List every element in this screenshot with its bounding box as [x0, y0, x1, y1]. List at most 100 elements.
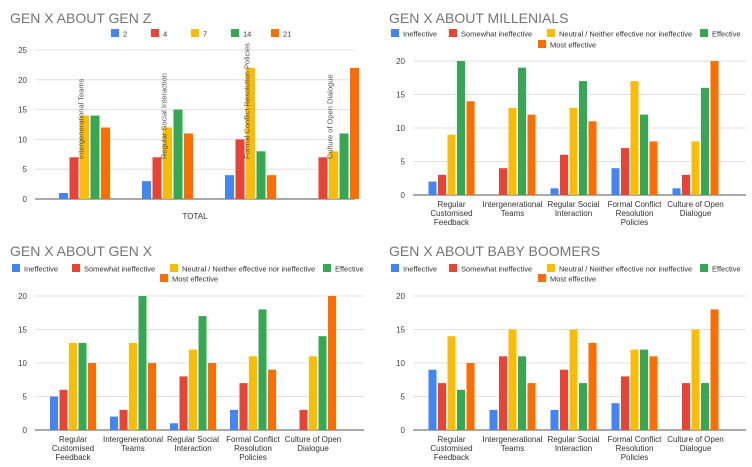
- chart-title: GEN X ABOUT MILLENIALS: [389, 10, 568, 26]
- legend-item: Neutral / Neither effective nor ineffect…: [547, 264, 692, 274]
- x-tick-label: Formal Conflict Resolution Policies: [226, 435, 281, 462]
- bar: [466, 101, 475, 195]
- bar: [239, 383, 248, 430]
- x-tick-label: Culture of Open Dialogue: [285, 435, 341, 453]
- bar: [579, 81, 587, 195]
- chart-title: GEN X ABOUT GEN Z: [10, 10, 152, 26]
- bar: [499, 356, 507, 430]
- bar: [682, 174, 690, 195]
- x-axis-title: TOTAL: [182, 212, 208, 221]
- legend-swatch: [231, 29, 239, 37]
- chart-2: GEN X ABOUT MILLENIALS Ineffective Somewha…: [389, 10, 746, 227]
- y-tick-label: 20: [18, 76, 27, 85]
- bar: [701, 383, 709, 430]
- chart-title: GEN X ABOUT GEN X: [10, 243, 153, 259]
- bar: [569, 107, 578, 195]
- bar: [489, 409, 498, 430]
- legend-label: Neutral / Neither effective nor ineffect…: [182, 265, 315, 274]
- bar-label: Formal Conflict Resolution Policies: [243, 43, 252, 159]
- bar: [69, 157, 79, 199]
- legend-label: Most effective: [550, 275, 596, 284]
- legend-swatch: [271, 29, 279, 37]
- legend-item: Effective: [700, 264, 741, 274]
- bar: [179, 376, 188, 430]
- bar: [428, 181, 437, 195]
- legend-label: Somewhat ineffective: [461, 265, 532, 274]
- y-tick-label: 15: [396, 91, 405, 100]
- x-tick-label: Regular Social Interaction: [547, 200, 599, 218]
- bar: [640, 349, 648, 430]
- legend-label: Somewhat ineffective: [84, 265, 155, 274]
- bar: [230, 409, 238, 430]
- legend-label: Most effective: [172, 275, 218, 284]
- bar: [142, 181, 151, 199]
- bar: [550, 409, 559, 430]
- y-tick-label: 15: [396, 326, 405, 335]
- legend-swatch: [160, 274, 168, 282]
- y-tick-label: 10: [396, 359, 405, 368]
- legend-item: Effective: [323, 264, 364, 274]
- legend-label: 2: [123, 30, 127, 39]
- bar: [59, 193, 68, 199]
- bar: [640, 114, 648, 195]
- y-tick-label: 5: [401, 158, 406, 167]
- legend-item: Most effective: [160, 274, 218, 284]
- bar: [691, 329, 700, 430]
- legend-swatch: [449, 29, 457, 37]
- bar: [518, 67, 526, 195]
- legend-swatch: [391, 264, 399, 272]
- legend-swatch: [111, 29, 119, 37]
- bar: [518, 356, 526, 430]
- bar: [101, 127, 110, 199]
- bar: [560, 154, 568, 195]
- y-tick-label: 10: [18, 135, 27, 144]
- bar: [457, 61, 465, 195]
- y-tick-label: 10: [396, 124, 405, 133]
- x-tick-label: Intergenerational Teams: [482, 435, 542, 453]
- legend-item: Somewhat ineffective: [72, 264, 155, 274]
- bar: [50, 396, 58, 430]
- bar-label: Culture of Open Dialogue: [326, 74, 335, 159]
- bar: [249, 356, 257, 430]
- bar: [499, 168, 507, 195]
- bar: [235, 139, 245, 199]
- legend-item: 4: [151, 29, 167, 39]
- bar: [611, 168, 620, 195]
- legend-swatch: [72, 264, 80, 272]
- y-tick-label: 0: [23, 426, 28, 435]
- bar: [163, 127, 172, 199]
- bar: [90, 115, 100, 199]
- legend-swatch: [323, 264, 331, 272]
- bar: [268, 369, 276, 430]
- x-tick-label: Regular Customised Feedback: [52, 435, 94, 462]
- y-tick-label: 20: [18, 292, 27, 301]
- legend-item: Effective: [700, 29, 741, 39]
- legend-label: Effective: [712, 30, 741, 39]
- x-tick-label: Formal Conflict Resolution Policies: [608, 200, 663, 227]
- x-tick-label: Intergenerational Teams: [103, 435, 163, 453]
- legend-swatch: [700, 29, 708, 37]
- bar: [258, 309, 267, 430]
- bar: [701, 87, 709, 195]
- chart-title: GEN X ABOUT BABY BOOMERS: [389, 243, 600, 259]
- bar: [329, 151, 338, 199]
- bar: [621, 376, 629, 430]
- legend-item: Most effective: [538, 40, 596, 50]
- bar: [129, 342, 137, 430]
- chart-1: GEN X ABOUT GEN Z 2 4 7 14 21 0 5 10 15 20 25 Interg…: [10, 10, 359, 221]
- bar: [710, 61, 719, 195]
- bar-label: Intergenerational Teams: [77, 78, 86, 159]
- bar: [148, 363, 156, 430]
- legend-item: 21: [271, 29, 291, 39]
- bar: [560, 369, 568, 430]
- bar: [611, 403, 620, 430]
- bar: [588, 342, 597, 430]
- bar: [649, 356, 658, 430]
- chart-3: GEN X ABOUT GEN X Ineffective Somewhat ine…: [10, 243, 364, 462]
- x-tick-label: Culture of Open Dialogue: [667, 435, 723, 453]
- bar: [225, 175, 234, 199]
- y-tick-label: 0: [401, 426, 406, 435]
- bar: [184, 133, 193, 199]
- bar: [78, 342, 87, 430]
